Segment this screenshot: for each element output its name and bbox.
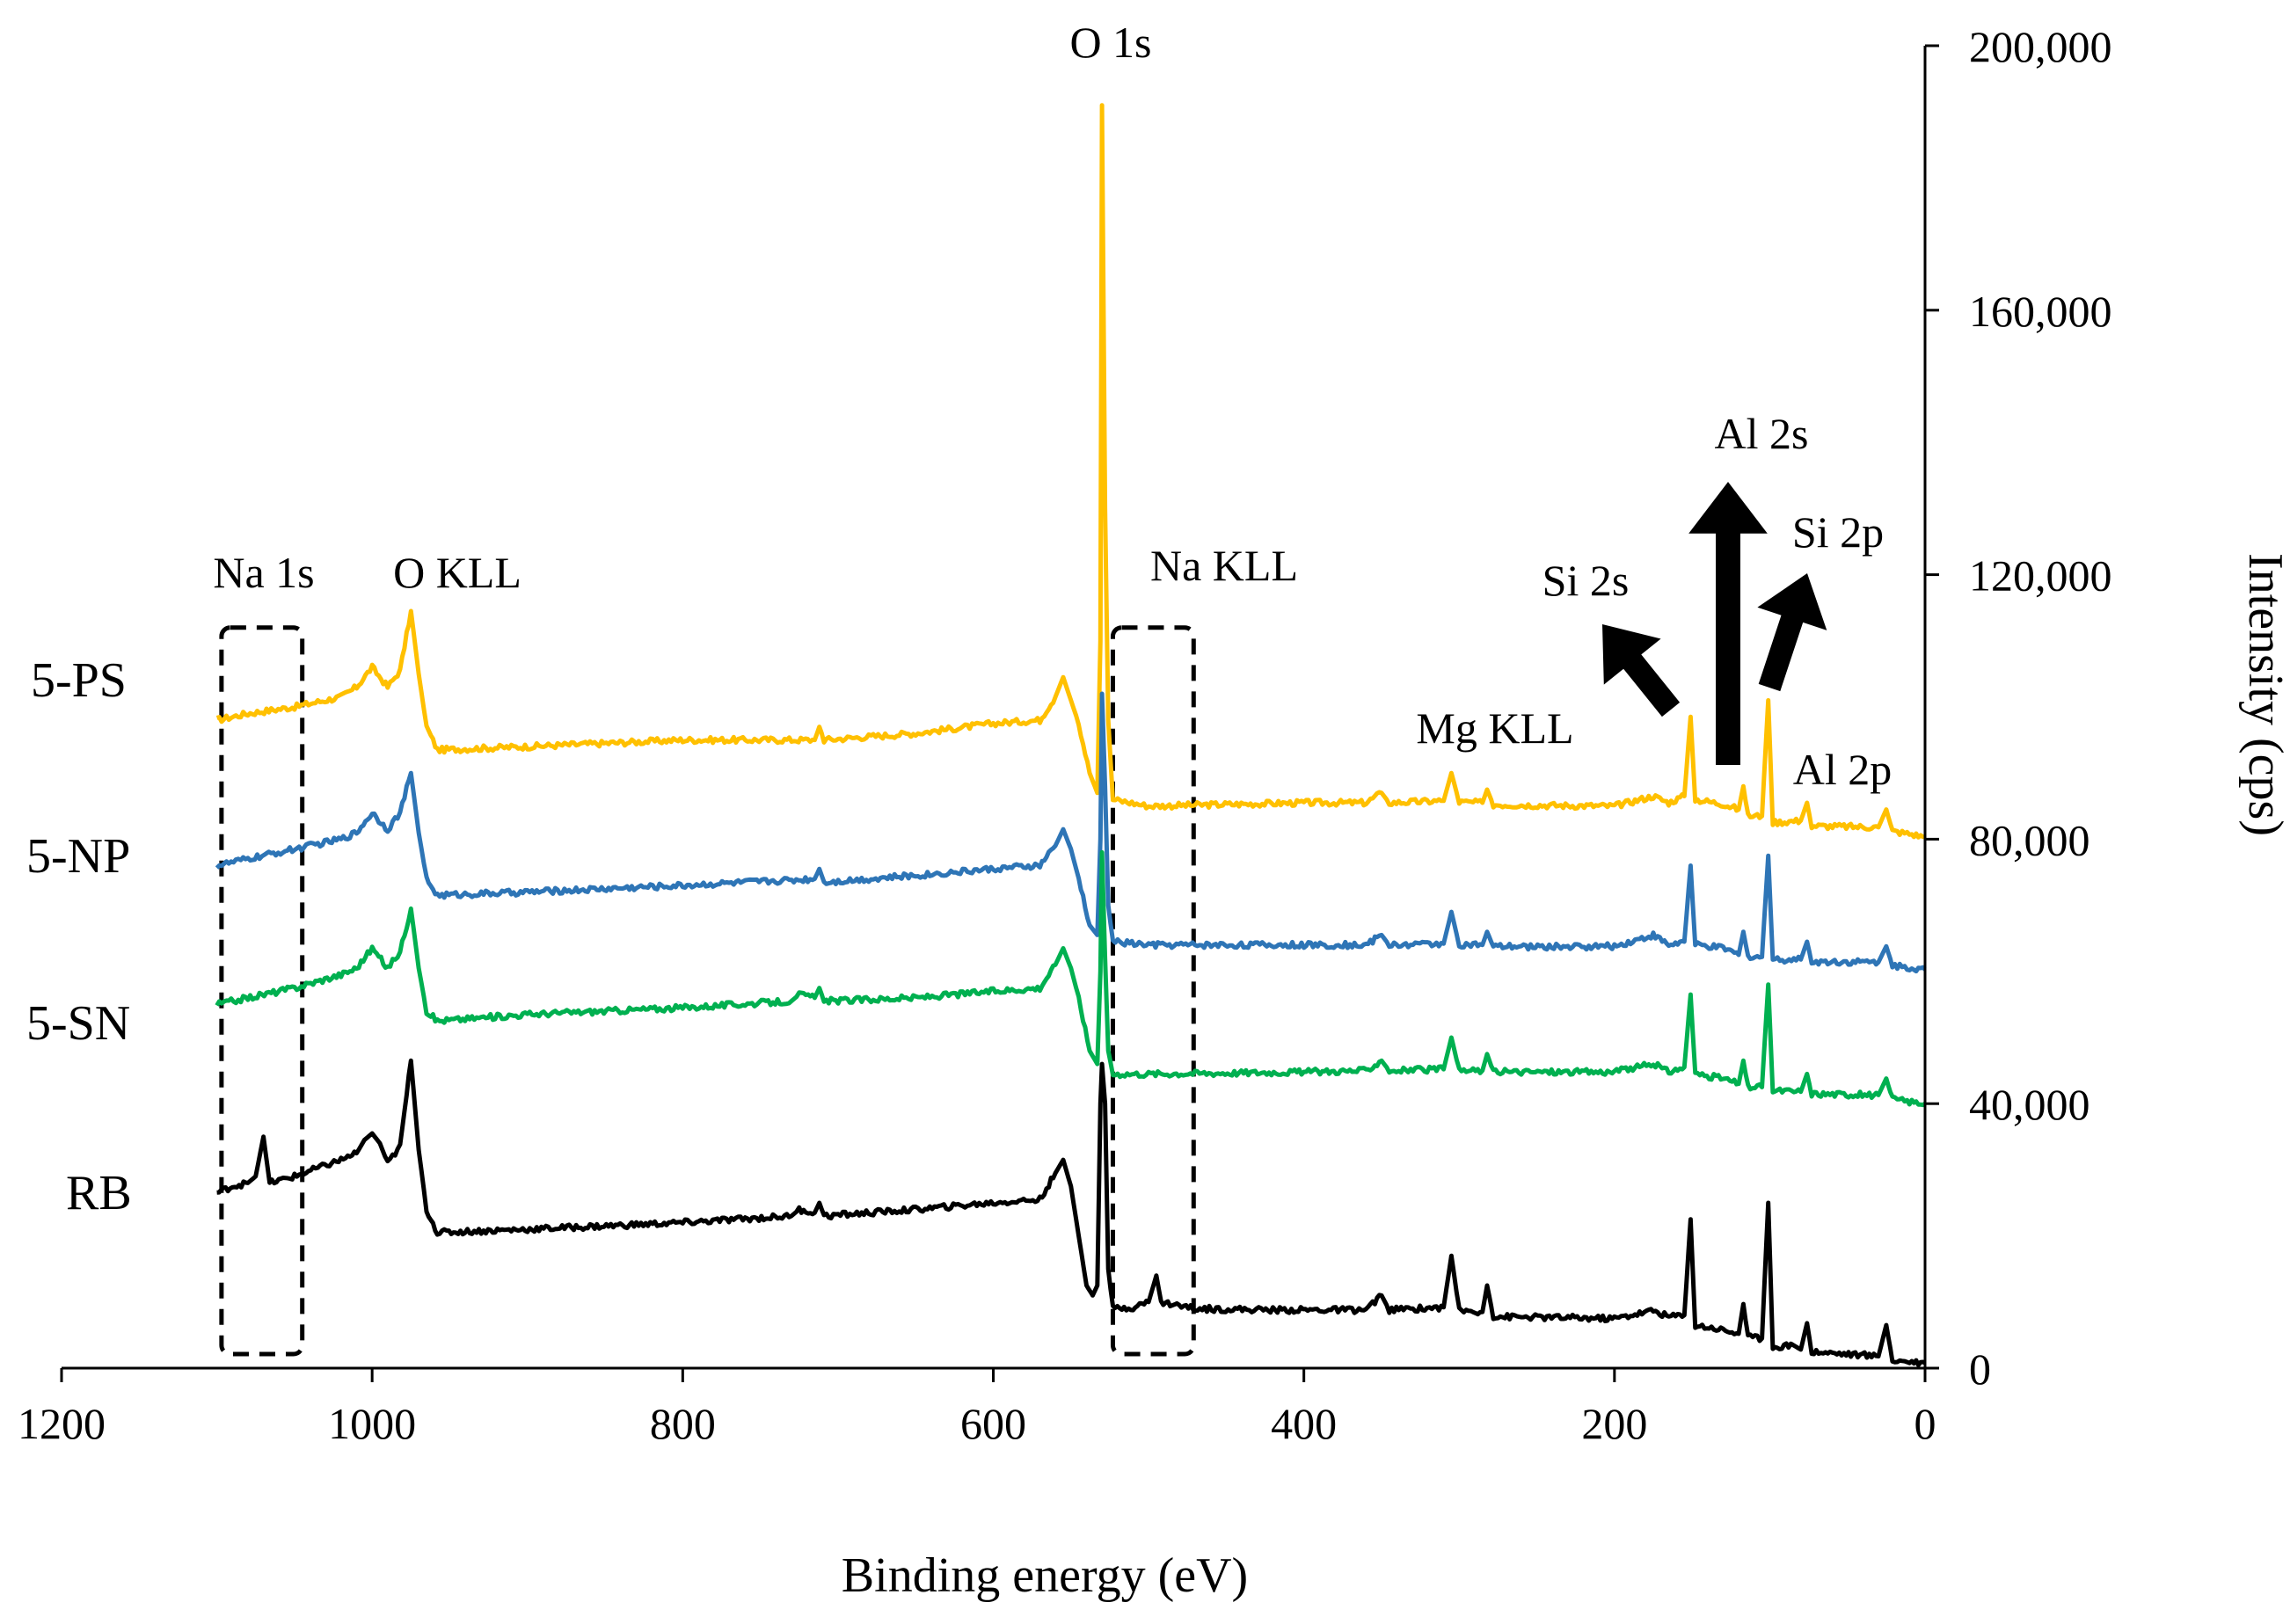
ticks: 1200 1000 800 600 400 200 00 40,000 80,000 120,00… — [18, 22, 2112, 1448]
x-axis-title: Binding energy (eV) — [842, 1548, 1248, 1603]
arrow-si-2p-icon — [1757, 573, 1827, 692]
peak-label-al-2p: Al 2p — [1793, 745, 1893, 794]
peak-label-o-kll: O KLL — [393, 548, 521, 597]
arrows — [1602, 482, 1827, 765]
y-tick-label-120-000: 120,000 — [1969, 551, 2112, 601]
series-label-5-NP: 5-NP — [26, 829, 130, 884]
x-tick-label-600: 600 — [960, 1399, 1026, 1448]
arrow-al-2s-icon — [1688, 482, 1768, 765]
series-label-5-PS: 5-PS — [31, 653, 127, 708]
axes — [62, 46, 1927, 1370]
y-tick-label-200-000: 200,000 — [1969, 22, 2112, 71]
highlight-box-na-1s — [219, 625, 305, 1357]
series-line-5-np — [215, 691, 1927, 974]
highlight-boxes — [219, 625, 1196, 1357]
y-tick-label-0: 0 — [1969, 1344, 1991, 1394]
peak-label-si-2p: Si 2p — [1792, 507, 1884, 557]
peak-label-o-1s: O 1s — [1069, 18, 1151, 67]
series-label-5-SN: 5-SN — [26, 996, 130, 1051]
peak-label-mg-kll: Mg KLL — [1416, 703, 1573, 753]
spectra-layer — [215, 103, 1927, 1368]
peak-label-na-kll: Na KLL — [1150, 541, 1298, 590]
series-line-rb — [216, 1058, 1926, 1368]
x-tick-label-0: 0 — [1914, 1399, 1936, 1448]
y-tick-label-80-000: 80,000 — [1969, 815, 2090, 864]
highlight-box-na-kll — [1110, 625, 1196, 1357]
y-axis-title: Intensity (cps) — [2238, 553, 2290, 836]
peak-label-si-2s: Si 2s — [1542, 556, 1630, 605]
y-tick-label-160-000: 160,000 — [1969, 287, 2112, 336]
y-tick-label-40-000: 40,000 — [1969, 1080, 2090, 1129]
series-line-5-sn — [215, 849, 1927, 1108]
arrow-si-2s-icon — [1602, 624, 1681, 717]
x-tick-label-800: 800 — [650, 1399, 716, 1448]
x-tick-label-1200: 1200 — [18, 1399, 106, 1448]
series-label-RB: RB — [66, 1166, 132, 1220]
peak-label-na-1s: Na 1s — [213, 548, 314, 597]
x-tick-label-1000: 1000 — [328, 1399, 416, 1448]
peak-label-al-2s: Al 2s — [1715, 409, 1809, 458]
x-tick-label-200: 200 — [1581, 1399, 1647, 1448]
x-tick-label-400: 400 — [1271, 1399, 1337, 1448]
series-line-5-ps — [215, 103, 1926, 840]
